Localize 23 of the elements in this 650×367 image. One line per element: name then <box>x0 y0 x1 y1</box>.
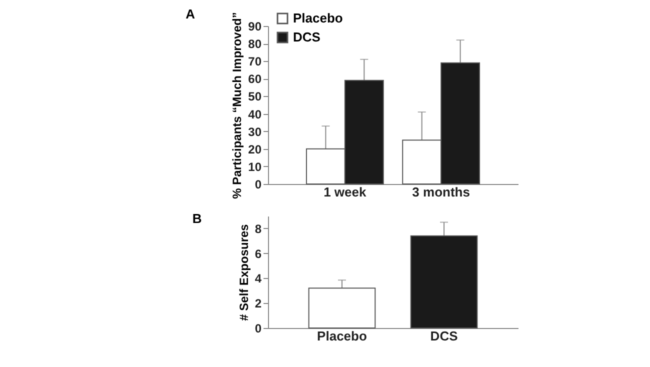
y-tick-label: 8 <box>254 222 262 236</box>
chart-title: B <box>192 211 202 226</box>
y-tick-label: 10 <box>248 160 262 174</box>
y-tick-label: 50 <box>248 90 262 104</box>
y-tick-label: 0 <box>254 322 262 336</box>
y-tick-label: 80 <box>248 37 262 52</box>
chart-title: A <box>186 6 196 22</box>
x-tick-label: 1 week <box>324 184 368 200</box>
legend-label: DCS <box>293 30 321 44</box>
legend-label: Placebo <box>293 10 343 26</box>
y-tick-label: 4 <box>254 272 262 286</box>
y-tick-label: 2 <box>254 296 262 311</box>
y-tick-label: 20 <box>248 142 262 156</box>
y-tick-label: 40 <box>248 107 262 122</box>
y-tick-label: 6 <box>254 246 262 261</box>
y-axis-title: # Self Exposures <box>236 224 251 321</box>
y-tick-label: 60 <box>248 72 262 86</box>
y-tick-label: 30 <box>248 124 262 139</box>
y-tick-label: 0 <box>254 178 262 192</box>
y-tick-label: 90 <box>248 20 262 34</box>
y-axis-title: % Participants “Much Improved” <box>230 12 244 199</box>
y-tick-label: 70 <box>248 54 262 69</box>
x-tick-label: 3 months <box>412 184 470 200</box>
